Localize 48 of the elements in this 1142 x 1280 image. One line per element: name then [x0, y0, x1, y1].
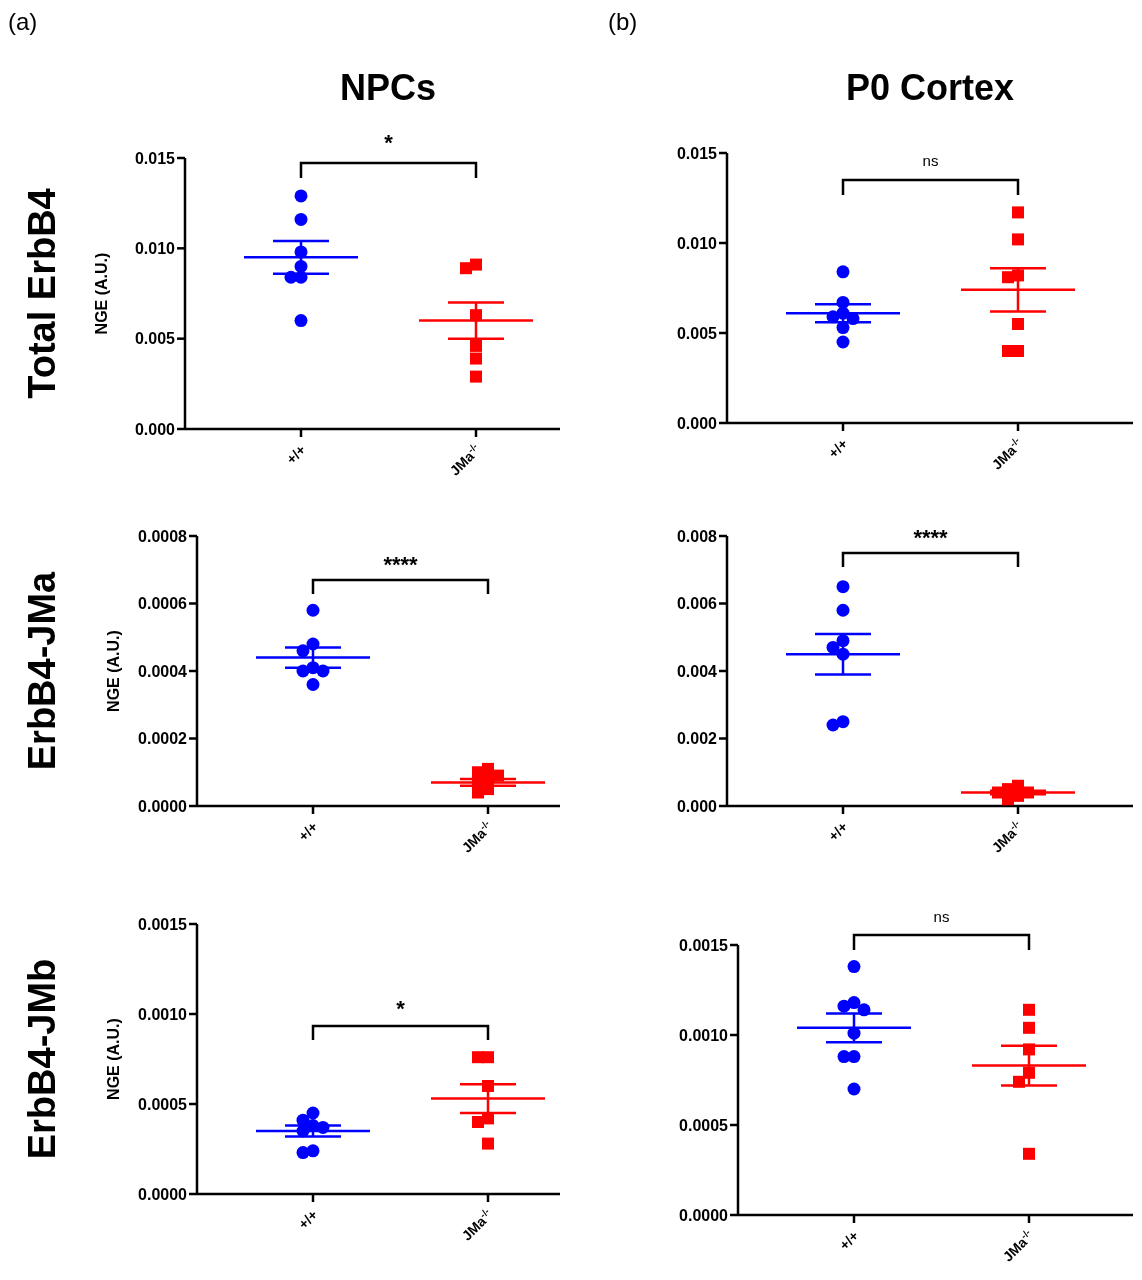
y-axis-title: NGE (A.U.): [93, 252, 110, 335]
annotation: ****: [383, 552, 419, 577]
y-tick-label: 0.010: [134, 240, 176, 258]
text: (a): [8, 8, 38, 35]
y-tick-label: 0.002: [676, 730, 718, 748]
y-tick-label: 0.0005: [679, 1116, 729, 1134]
y-tick-label: 0.005: [676, 324, 718, 342]
chart-title: NPCs: [339, 67, 437, 108]
y-tick-label: 0.008: [676, 527, 718, 545]
y-tick-label: 0.000: [676, 414, 718, 432]
y-tick-label: 0.0000: [138, 797, 188, 815]
text: Total ErbB4: [21, 188, 63, 399]
x-tick-label: +/+: [825, 818, 851, 845]
y-tick-label: 0.0006: [138, 595, 188, 613]
annotation: ****: [913, 525, 949, 550]
y-tick-label: 0.015: [134, 149, 176, 167]
x-tick-label: +/+: [825, 435, 851, 462]
y-axis-title: NGE (A.U.): [105, 630, 122, 712]
y-tick-label: 0.000: [134, 420, 176, 438]
y-tick-label: 0.0000: [138, 1185, 188, 1203]
y-tick-label: 0.004: [676, 662, 718, 680]
y-tick-label: 0.010: [676, 234, 718, 252]
y-tick-label: 0.0010: [679, 1026, 729, 1044]
x-tick-label: +/+: [283, 441, 309, 468]
y-tick-label: 0.0005: [138, 1095, 188, 1113]
text: ns: [933, 908, 950, 925]
y-tick-label: 0.0000: [679, 1206, 729, 1224]
y-tick-label: 0.000: [676, 797, 718, 815]
text: ErbB4-JMb: [21, 958, 63, 1160]
y-tick-label: 0.0004: [138, 662, 188, 680]
y-tick-label: 0.0010: [138, 1005, 188, 1023]
y-tick-label: 0.0015: [138, 915, 188, 933]
y-axis-title: NGE (A.U.): [105, 1018, 122, 1100]
annotation: ns: [922, 152, 939, 169]
y-tick-label: 0.006: [676, 595, 718, 613]
chart-title: P0 Cortex: [845, 67, 1015, 108]
x-tick-label: +/+: [295, 818, 321, 845]
text: *: [384, 130, 394, 155]
y-tick-label: 0.0008: [138, 527, 188, 545]
text: (b): [608, 8, 638, 35]
text: ErbB4-JMa: [21, 570, 63, 771]
x-tick-label: +/+: [295, 1206, 321, 1233]
y-tick-label: 0.005: [134, 330, 176, 348]
y-tick-label: 0.0002: [138, 730, 188, 748]
x-tick-label: +/+: [836, 1227, 862, 1254]
y-tick-label: 0.0015: [679, 936, 729, 954]
y-tick-label: 0.015: [676, 144, 718, 162]
annotation: *: [396, 996, 406, 1021]
